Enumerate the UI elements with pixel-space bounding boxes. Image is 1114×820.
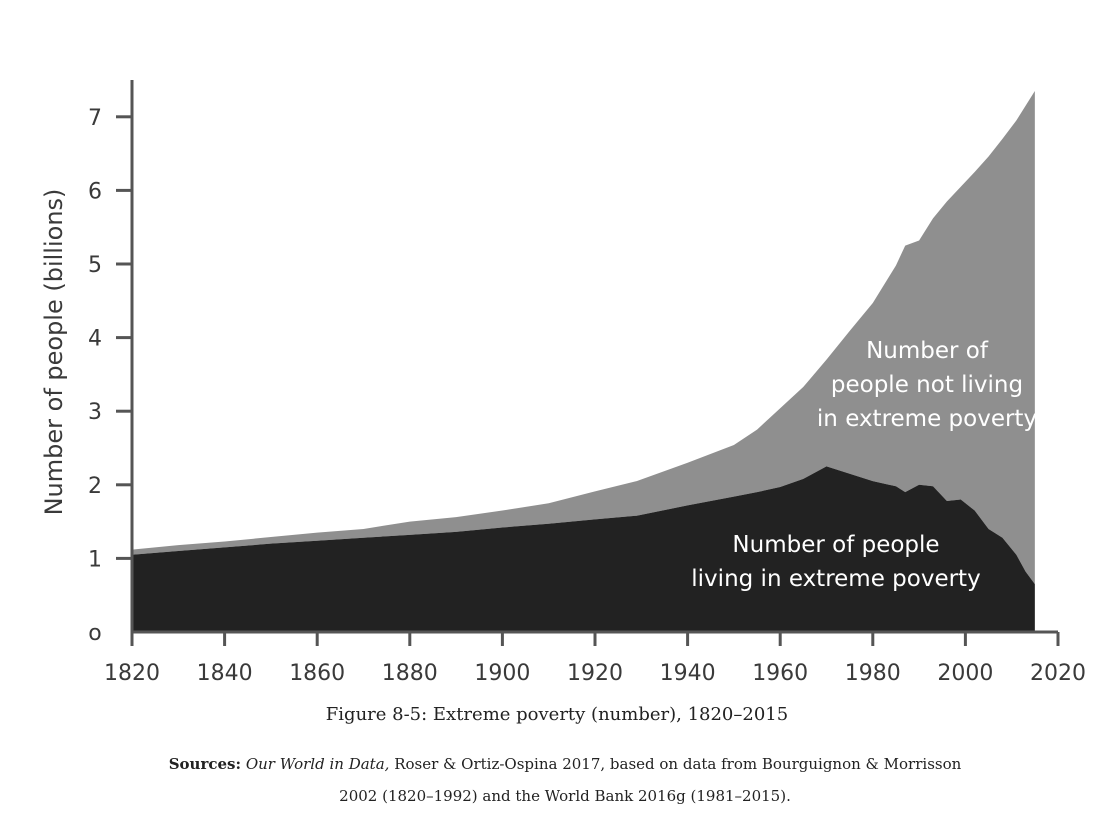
y-tick-label: 4 — [88, 327, 102, 352]
x-tick-label: 1820 — [104, 661, 160, 686]
chart: o 1 2 3 4 5 6 7 1820 1840 1860 1880 1900 1920 1940 1960… — [40, 80, 1086, 686]
y-tick-label: 3 — [88, 400, 102, 425]
label-not-extreme-poverty: Number of people not living in extreme pov… — [817, 338, 1037, 432]
sources-text-line2: 2002 (1820–1992) and the World Bank 2016… — [339, 787, 791, 805]
chart-areas — [132, 91, 1035, 632]
y-tick-label: 2 — [88, 474, 102, 499]
sources-label: Sources: — [168, 755, 242, 773]
y-tick-label: 6 — [88, 179, 102, 204]
x-tick-label: 1980 — [845, 661, 901, 686]
x-tick-label: 1920 — [567, 661, 623, 686]
area-extreme-poverty — [132, 466, 1035, 632]
x-tick-label: 1900 — [474, 661, 530, 686]
y-tick-label: o — [88, 621, 101, 646]
x-tick-label: 1880 — [382, 661, 438, 686]
x-tick-label: 2020 — [1030, 661, 1086, 686]
stacked-area-chart: o 1 2 3 4 5 6 7 1820 1840 1860 1880 1900 1920 1940 1960… — [40, 80, 1086, 686]
chart-area-labels: Number of people not living in extreme pov… — [691, 338, 1037, 592]
x-tick-label: 1940 — [660, 661, 716, 686]
y-axis-title: Number of people (billions) — [40, 189, 68, 516]
chart-axes: o 1 2 3 4 5 6 7 1820 1840 1860 1880 1900 1920 1940 1960… — [88, 80, 1086, 686]
figure-sources: Sources: Our World in Data, Roser & Orti… — [140, 748, 990, 812]
sources-text-line1: Roser & Ortiz-Ospina 2017, based on data… — [394, 755, 962, 773]
x-tick-label: 2000 — [937, 661, 993, 686]
y-tick-label: 7 — [88, 106, 102, 131]
x-tick-label: 1860 — [289, 661, 345, 686]
sources-publication: Our World in Data, — [245, 755, 390, 773]
x-tick-label: 1840 — [197, 661, 253, 686]
label-extreme-poverty: Number of people living in extreme povert… — [691, 532, 980, 592]
y-tick-label: 1 — [88, 547, 102, 572]
y-tick-label: 5 — [88, 253, 102, 278]
figure-caption: Figure 8-5: Extreme poverty (number), 18… — [325, 704, 789, 725]
area-not-extreme-poverty — [132, 91, 1035, 585]
x-tick-label: 1960 — [752, 661, 808, 686]
